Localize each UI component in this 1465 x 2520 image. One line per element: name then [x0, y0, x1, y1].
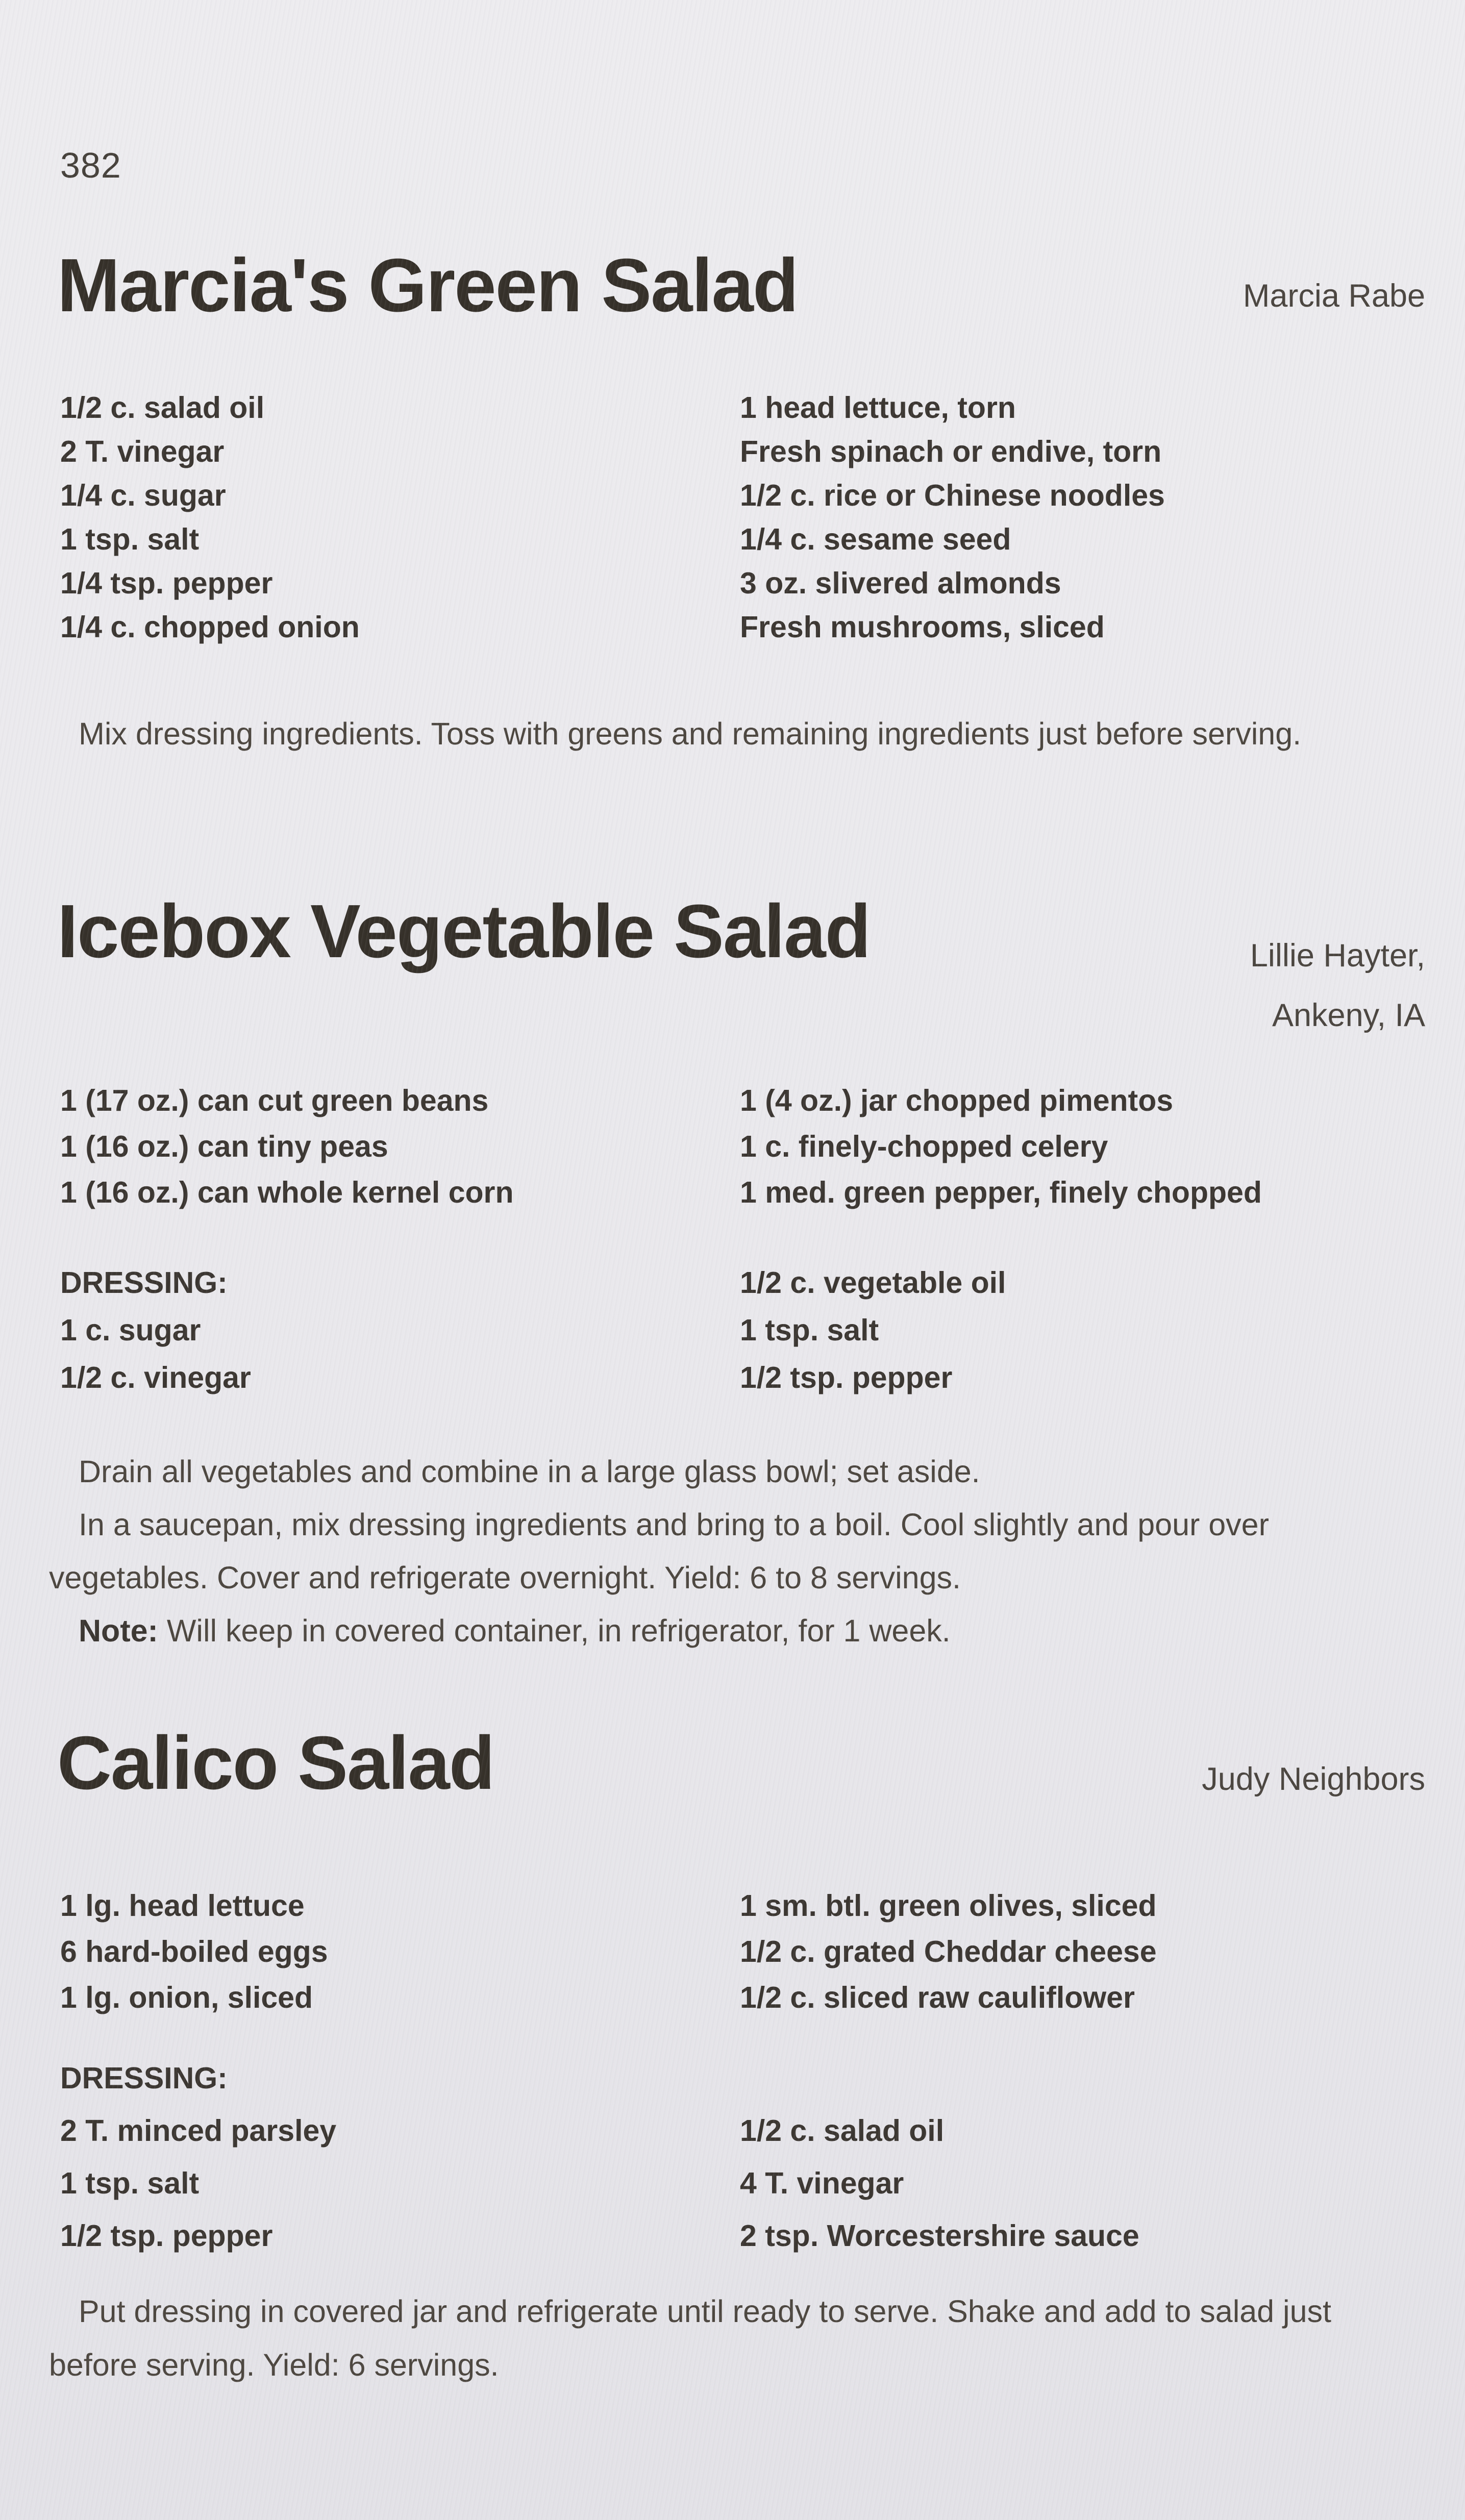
ingredient-line: 1/2 c. vinegar	[60, 1361, 251, 1394]
ingredient-line: 1/2 c. vegetable oil	[740, 1266, 1006, 1300]
dressing-right-column: 1/2 c. salad oil 4 T. vinegar 2 tsp. Wor…	[740, 2052, 1425, 2262]
instructions-paragraph: Put dressing in covered jar and refriger…	[49, 2294, 1331, 2382]
ingredient-line: 1/2 c. sliced raw cauliflower	[740, 1981, 1135, 2014]
dressing-left-column: DRESSING: 2 T. minced parsley 1 tsp. sal…	[60, 2052, 740, 2262]
attribution-line: Ankeny, IA	[1272, 997, 1425, 1033]
recipe-attribution: Lillie Hayter, Ankeny, IA	[1250, 926, 1425, 1045]
dressing-grid: DRESSING: 2 T. minced parsley 1 tsp. sal…	[60, 2052, 1425, 2262]
spacer-line	[740, 2052, 1425, 2105]
instructions: Drain all vegetables and combine in a la…	[49, 1445, 1426, 1657]
ingredient-line: 1/2 c. salad oil	[60, 391, 265, 425]
ingredient-line: 2 T. minced parsley	[60, 2114, 337, 2148]
instructions-paragraph: In a saucepan, mix dressing ingredients …	[49, 1507, 1269, 1595]
ingredient-line: 1/4 c. sesame seed	[740, 522, 1011, 556]
ingredients-grid: 1 lg. head lettuce 6 hard-boiled eggs 1 …	[60, 1883, 1425, 2020]
ingredient-line: 1/2 c. rice or Chinese noodles	[740, 479, 1165, 512]
ingredient-line: 1/4 tsp. pepper	[60, 566, 273, 600]
ingredients-left-column: 1 lg. head lettuce 6 hard-boiled eggs 1 …	[60, 1883, 740, 2020]
instructions-paragraph: Drain all vegetables and combine in a la…	[79, 1454, 980, 1489]
ingredient-line: 2 T. vinegar	[60, 435, 225, 468]
ingredient-line: 1 c. sugar	[60, 1313, 201, 1347]
dressing-grid: DRESSING: 1 c. sugar 1/2 c. vinegar 1/2 …	[60, 1259, 1425, 1402]
instructions-paragraph: Mix dressing ingredients. Toss with gree…	[79, 716, 1302, 751]
ingredient-line: 1 (16 oz.) can tiny peas	[60, 1130, 388, 1163]
dressing-heading: DRESSING:	[60, 1266, 228, 1300]
ingredients-left-column: 1/2 c. salad oil 2 T. vinegar 1/4 c. sug…	[60, 386, 740, 649]
instructions: Put dressing in covered jar and refriger…	[49, 2285, 1426, 2392]
ingredients-left-column: 1 (17 oz.) can cut green beans 1 (16 oz.…	[60, 1078, 740, 1215]
ingredient-line: 4 T. vinegar	[740, 2166, 904, 2200]
ingredient-line: 1 med. green pepper, finely chopped	[740, 1176, 1262, 1209]
ingredient-line: 1 sm. btl. green olives, sliced	[740, 1889, 1157, 1923]
ingredients-grid: 1/2 c. salad oil 2 T. vinegar 1/4 c. sug…	[60, 386, 1425, 649]
attribution-line: Lillie Hayter,	[1250, 938, 1425, 974]
ingredient-line: 1/2 tsp. pepper	[60, 2219, 273, 2253]
recipe-title-marcias-green-salad: Marcia's Green Salad	[57, 243, 799, 328]
ingredient-line: 1 tsp. salt	[60, 2166, 200, 2200]
ingredient-line: 3 oz. slivered almonds	[740, 566, 1061, 600]
ingredient-line: 1 (4 oz.) jar chopped pimentos	[740, 1084, 1174, 1117]
ingredient-line: 1 (16 oz.) can whole kernel corn	[60, 1176, 514, 1209]
ingredient-line: 1/4 c. sugar	[60, 479, 226, 512]
ingredient-line: 1 head lettuce, torn	[740, 391, 1016, 425]
ingredient-line: 1/2 tsp. pepper	[740, 1361, 953, 1394]
dressing-left-column: DRESSING: 1 c. sugar 1/2 c. vinegar	[60, 1259, 740, 1402]
page-number: 382	[60, 145, 121, 185]
recipe-title-calico-salad: Calico Salad	[57, 1721, 495, 1805]
ingredient-line: 1 tsp. salt	[60, 522, 200, 556]
ingredient-line: 2 tsp. Worcestershire sauce	[740, 2219, 1139, 2253]
note-label: Note:	[79, 1613, 158, 1648]
recipe-attribution: Judy Neighbors	[1202, 1761, 1425, 1797]
ingredient-line: 1/4 c. chopped onion	[60, 610, 360, 644]
ingredient-line: 6 hard-boiled eggs	[60, 1935, 328, 1968]
ingredients-right-column: 1 (4 oz.) jar chopped pimentos 1 c. fine…	[740, 1078, 1425, 1215]
ingredient-line: 1 (17 oz.) can cut green beans	[60, 1084, 489, 1117]
ingredient-line: Fresh spinach or endive, torn	[740, 435, 1162, 468]
ingredients-right-column: 1 sm. btl. green olives, sliced 1/2 c. g…	[740, 1883, 1425, 2020]
ingredients-grid: 1 (17 oz.) can cut green beans 1 (16 oz.…	[60, 1078, 1425, 1215]
ingredients-right-column: 1 head lettuce, torn Fresh spinach or en…	[740, 386, 1425, 649]
ingredient-line: Fresh mushrooms, sliced	[740, 610, 1105, 644]
ingredient-line: 1 lg. onion, sliced	[60, 1981, 313, 2014]
ingredient-line: 1 tsp. salt	[740, 1313, 879, 1347]
note-text: Will keep in covered container, in refri…	[158, 1613, 951, 1648]
dressing-heading: DRESSING:	[60, 2061, 228, 2095]
recipe-title-icebox-vegetable-salad: Icebox Vegetable Salad	[57, 889, 871, 974]
instructions-note: Note: Will keep in covered container, in…	[49, 1604, 1426, 1657]
ingredient-line: 1/2 c. salad oil	[740, 2114, 945, 2148]
dressing-right-column: 1/2 c. vegetable oil 1 tsp. salt 1/2 tsp…	[740, 1259, 1425, 1402]
ingredient-line: 1/2 c. grated Cheddar cheese	[740, 1935, 1157, 1968]
ingredient-line: 1 c. finely-chopped celery	[740, 1130, 1108, 1163]
recipe-attribution: Marcia Rabe	[1243, 278, 1425, 314]
instructions: Mix dressing ingredients. Toss with gree…	[49, 708, 1426, 759]
ingredient-line: 1 lg. head lettuce	[60, 1889, 305, 1923]
